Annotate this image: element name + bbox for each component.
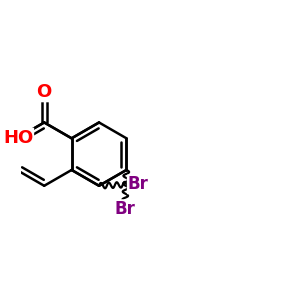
- Text: Br: Br: [115, 200, 136, 218]
- Text: O: O: [37, 83, 52, 101]
- Text: Br: Br: [128, 176, 148, 194]
- Text: HO: HO: [3, 128, 33, 146]
